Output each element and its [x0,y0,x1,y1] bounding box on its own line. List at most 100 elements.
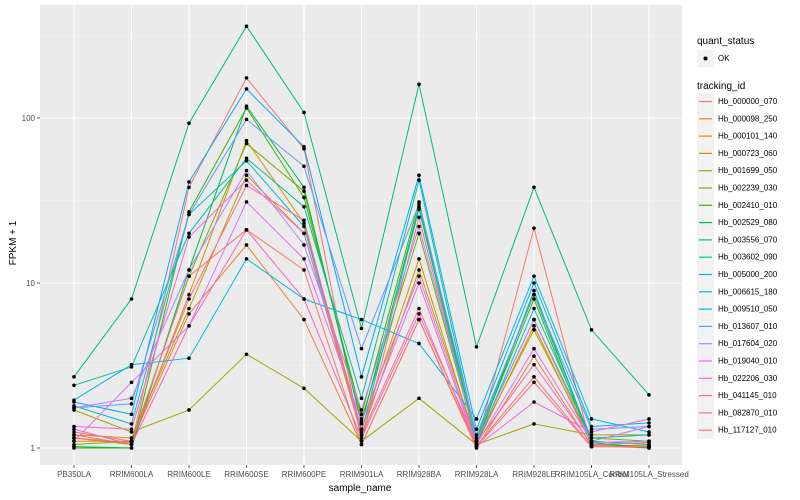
shape-legend-label-ok: OK [718,54,730,63]
data-point [187,210,191,214]
data-point [187,356,191,361]
data-point [302,164,306,169]
legend-label: Hb_009510_050 [718,305,778,314]
data-point [187,306,191,311]
data-point [244,156,249,161]
legend-label: Hb_002410_010 [718,201,778,210]
data-point [187,292,191,297]
x-tick-label: RRIM600LE [167,470,211,479]
data-point [532,354,536,359]
x-axis-title: sample_name [329,483,392,494]
data-point [532,422,536,426]
data-point [302,268,306,272]
data-point [532,362,536,367]
data-point [72,400,76,404]
data-point [302,221,306,226]
legend-label: Hb_003602_090 [718,253,778,262]
legend-label: Hb_117127_010 [718,426,777,435]
x-tick-label: RRIM600LA [110,470,154,479]
data-point [417,202,421,207]
data-point [532,317,536,322]
legend-label: Hb_002529_080 [718,218,778,227]
data-point [302,317,306,322]
data-point [359,408,364,412]
data-point [72,375,76,379]
data-point [589,430,594,434]
data-point [417,178,421,182]
data-point [72,436,76,440]
data-point [532,375,536,379]
data-point [302,243,306,247]
data-point [647,440,651,445]
shape-legend-title: quant_status [697,36,754,47]
data-point [417,224,421,229]
data-point [244,104,249,108]
data-point [244,228,249,232]
data-point [129,362,134,367]
y-tick-label: 100 [22,114,36,123]
data-point [302,195,306,200]
data-point [647,393,651,397]
data-point [129,396,134,401]
data-point [589,436,594,440]
data-point [302,257,306,261]
data-point [417,257,421,261]
data-point [474,433,479,437]
data-point [244,257,249,261]
x-axis: PB350LA RRIM600LA RRIM600LE RRIM600SE RRIM60… [57,465,689,479]
data-point [359,375,364,379]
data-point [359,317,364,322]
data-point [417,312,421,316]
data-point [532,324,536,328]
data-point [244,159,249,163]
data-point [187,212,191,217]
data-point [647,421,651,425]
data-point [589,444,594,449]
data-point [474,345,479,349]
data-point [417,231,421,236]
data-point [187,312,191,316]
legend-label: Hb_005000_200 [718,270,778,279]
data-point [532,306,536,311]
data-point [417,396,421,401]
legend-label: Hb_006615_180 [718,287,778,296]
data-point [359,439,364,443]
data-point [302,231,306,236]
data-point [129,380,134,385]
legend-label: Hb_000000_070 [718,97,778,106]
data-point [187,231,191,236]
data-point [244,243,249,247]
data-point [187,408,191,412]
x-tick-label: RRIM928LA [455,470,499,479]
legend-entries: Hb_000000_070 Hb_000098_250 Hb_000101_140 H… [697,93,778,439]
data-point [244,76,249,80]
data-point [532,226,536,230]
data-point [302,386,306,391]
data-point [647,433,651,437]
data-point [129,402,134,406]
data-point [244,352,249,357]
data-point [417,207,421,212]
data-point [302,204,306,209]
data-point [589,427,594,431]
data-point [129,297,134,301]
data-point [244,117,249,122]
y-tick-label: 10 [26,279,35,288]
data-point [532,281,536,285]
data-point [474,440,479,445]
shape-legend-key-point [703,56,708,61]
data-point [589,328,594,332]
legend-label: Hb_003556_070 [718,235,778,244]
data-point [532,328,536,332]
data-point [129,430,134,434]
data-point [244,200,249,204]
x-tick-label: RRIM928BA [397,470,442,479]
data-point [647,430,651,434]
legend-label: Hb_017604_020 [718,339,778,348]
data-point [474,436,479,440]
data-point [359,436,364,440]
data-point [474,417,479,421]
legend-label: Hb_000101_140 [718,132,778,141]
data-point [647,444,651,449]
